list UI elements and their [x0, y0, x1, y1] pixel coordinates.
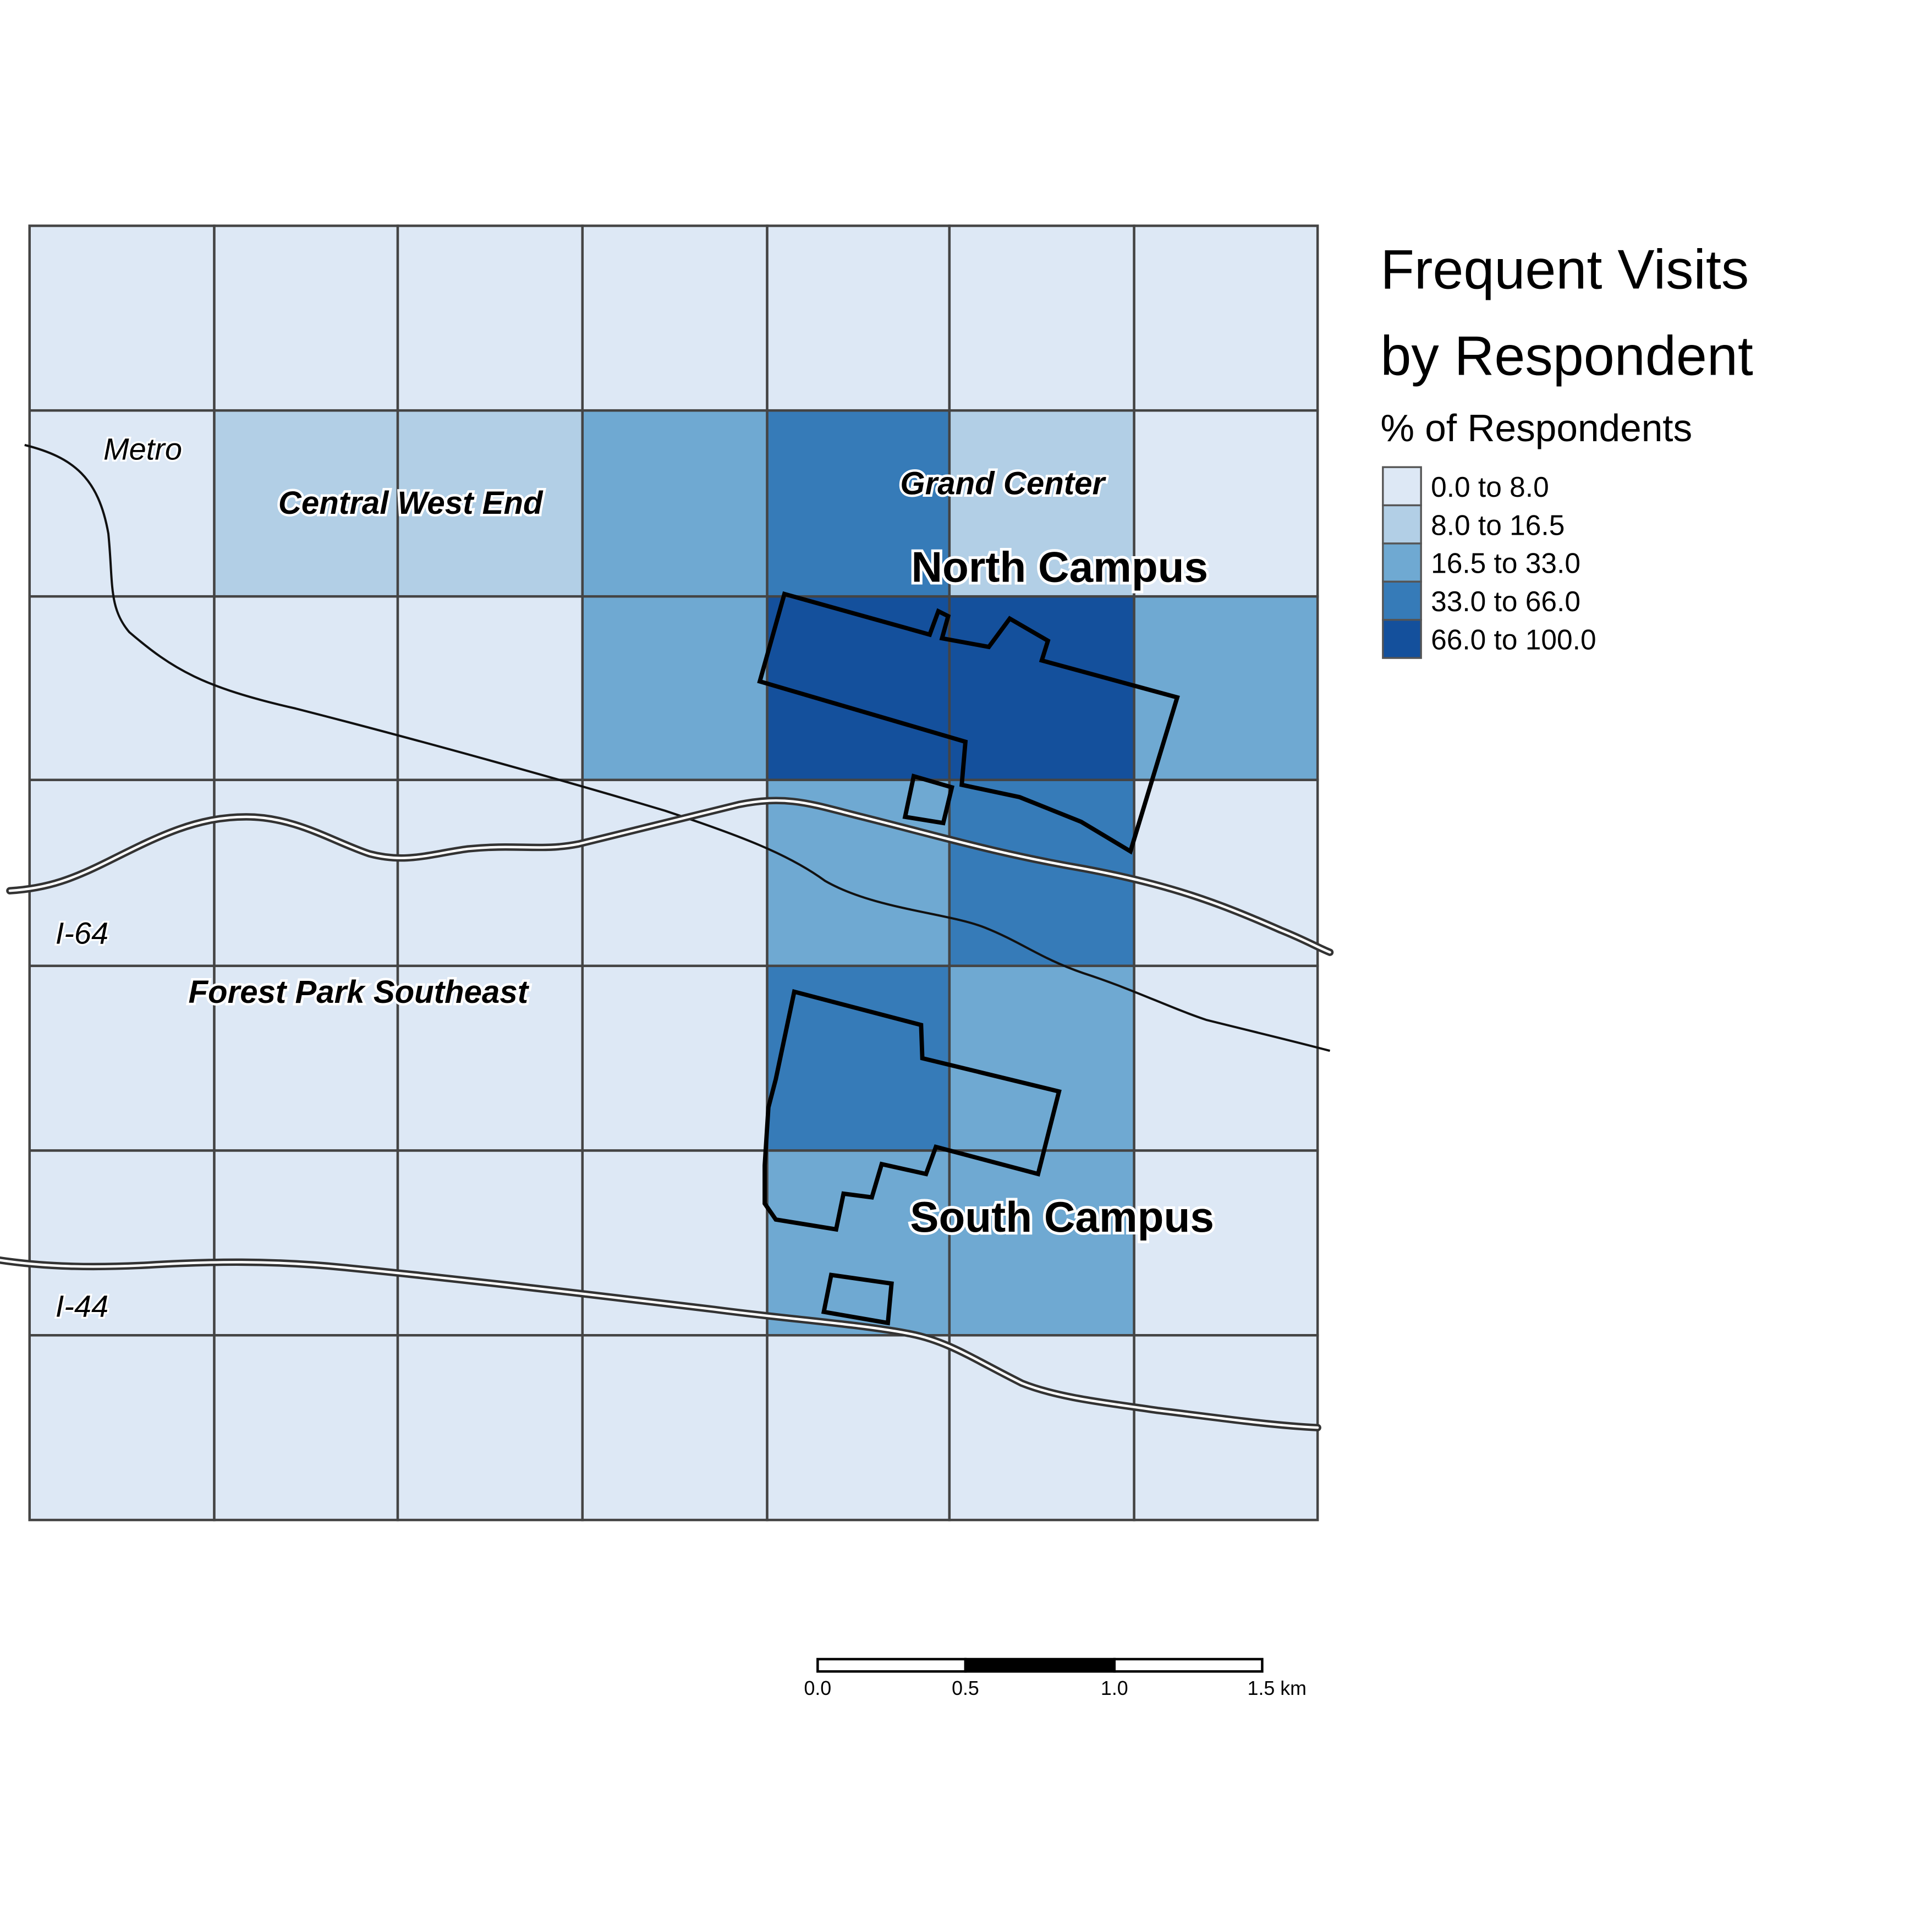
grid-cell-r0-c1: [213, 224, 399, 412]
choropleth-grid: [28, 224, 1319, 1522]
grid-cell-r2-c1: [213, 595, 399, 781]
grid-cell-r3-c1: [213, 778, 399, 967]
grid-cell-r4-c5: [948, 964, 1135, 1152]
grid-cell-r3-c4: [766, 778, 951, 967]
grid-cell-r2-c4: [766, 595, 951, 781]
grid-cell-r6-c5: [948, 1334, 1135, 1522]
grid-cell-r0-c4: [766, 224, 951, 412]
grid-cell-r6-c2: [396, 1334, 584, 1522]
legend-swatch-0: [1382, 466, 1422, 507]
legend-swatch-3: [1382, 580, 1422, 621]
label-forest-park-southeast: Forest Park Southeast: [188, 974, 529, 1010]
grid-cell-r4-c2: [396, 964, 584, 1152]
grid-cell-r0-c2: [396, 224, 584, 412]
grid-cell-r4-c0: [28, 964, 216, 1152]
south-campus-boundary: [762, 989, 1062, 1326]
legend-subtitle: % of Respondents: [1380, 407, 1692, 449]
scale-bar: 0.0 0.5 1.0 1.5 km: [804, 1657, 1307, 1699]
grid-cell-r2-c2: [396, 595, 584, 781]
grid-cell-r2-c0: [28, 595, 216, 781]
grid-cell-r0-c3: [581, 224, 769, 412]
grid-cell-r1-c0: [28, 409, 216, 598]
grid-cell-r6-c0: [28, 1334, 216, 1522]
legend-swatch-2: [1382, 542, 1422, 583]
legend-swatch-1: [1382, 504, 1422, 545]
metro-line: [24, 443, 1331, 1052]
legend-swatch-4: [1382, 619, 1422, 659]
label-central-west-end: Central West End: [278, 485, 544, 521]
label-i64: I-64: [56, 915, 108, 950]
grid-cell-r0-c0: [28, 224, 216, 412]
grid-cell-r4-c6: [1133, 964, 1319, 1152]
grid-cell-r3-c2: [396, 778, 584, 967]
grid-cell-r1-c1: [213, 409, 399, 598]
grid-cell-r1-c6: [1133, 409, 1319, 598]
grid-cell-r6-c3: [581, 1334, 769, 1522]
label-i44: I-44: [56, 1289, 108, 1324]
grid-cell-r4-c1: [213, 964, 399, 1152]
scale-tick-3: 1.5 km: [1248, 1677, 1307, 1699]
grid-cell-r5-c2: [396, 1149, 584, 1337]
grid-cell-r1-c4: [766, 409, 951, 598]
north-campus-boundary: [757, 591, 1180, 855]
i44-highway: [0, 1256, 1321, 1431]
legend-label-2: 16.5 to 33.0: [1431, 547, 1580, 579]
grid-cell-r5-c5: [948, 1149, 1135, 1337]
label-south-campus: South Campus: [910, 1193, 1214, 1241]
grid-cell-r0-c6: [1133, 224, 1319, 412]
grid-cell-r1-c3: [581, 409, 769, 598]
legend-label-1: 8.0 to 16.5: [1431, 509, 1565, 541]
grid-cell-r1-c5: [948, 409, 1135, 598]
grid-cell-r3-c0: [28, 778, 216, 967]
legend-label-0: 0.0 to 8.0: [1431, 471, 1549, 503]
grid-cell-r5-c4: [766, 1149, 951, 1337]
legend-label-4: 66.0 to 100.0: [1431, 623, 1596, 655]
grid-cell-r5-c6: [1133, 1149, 1319, 1337]
legend-items: 0.0 to 8.0 8.0 to 16.5 16.5 to 33.0 33.0 to…: [1382, 466, 1596, 659]
scale-tick-2: 1.0: [1101, 1677, 1128, 1699]
grid-cell-r6-c4: [766, 1334, 951, 1522]
scale-tick-1: 0.5: [952, 1677, 979, 1699]
label-north-campus: North Campus: [911, 542, 1208, 591]
scale-segment-2: [964, 1657, 1116, 1673]
grid-cell-r0-c5: [948, 224, 1135, 412]
grid-cell-r1-c2: [396, 409, 584, 598]
i64-highway: [6, 797, 1334, 956]
legend-title-line1: Frequent Visits: [1380, 239, 1749, 301]
grid-cell-r4-c4: [766, 964, 951, 1152]
legend-title-line2: by Respondent: [1380, 325, 1753, 387]
grid-cell-r6-c1: [213, 1334, 399, 1522]
grid-cell-r2-c3: [581, 595, 769, 781]
scale-tick-0: 0.0: [804, 1677, 831, 1699]
legend: Frequent Visits by Respondent % of Respo…: [1380, 239, 1753, 659]
scale-segment-1: [816, 1657, 967, 1673]
label-metro: Metro: [103, 432, 182, 466]
grid-cell-r2-c5: [948, 595, 1135, 781]
grid-cell-r4-c3: [581, 964, 769, 1152]
grid-cell-r5-c1: [213, 1149, 399, 1337]
label-grand-center: Grand Center: [900, 465, 1106, 501]
scale-segment-3: [1113, 1657, 1264, 1673]
legend-label-3: 33.0 to 66.0: [1431, 585, 1580, 617]
